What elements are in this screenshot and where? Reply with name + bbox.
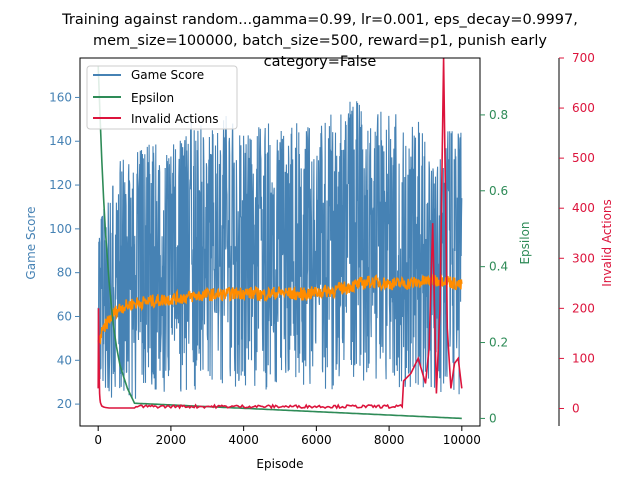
game-score-line (97, 101, 463, 400)
x-tick-label: 2000 (156, 433, 187, 447)
invalid-tick-label: 400 (572, 201, 595, 215)
epsilon-tick-label: 0.2 (489, 336, 508, 350)
epsilon-tick-label: 0.4 (489, 260, 508, 274)
x-tick-label: 4000 (228, 433, 259, 447)
x-tick-label: 0 (94, 433, 102, 447)
axes-frame (79, 57, 560, 427)
title-line-1: Training against random...gamma=0.99, lr… (61, 12, 578, 28)
invalid-tick-label: 500 (572, 151, 595, 165)
legend-box (86, 65, 238, 130)
invalid-tick-label: 200 (572, 301, 595, 315)
x-tick-label: 6000 (301, 433, 332, 447)
invalid-tick-label: 100 (572, 351, 595, 365)
title-line-3: category=False (264, 54, 377, 70)
epsilon-tick-label: 0.6 (489, 184, 508, 198)
invalid-tick-label: 300 (572, 251, 595, 265)
title-line-2: mem_size=100000, batch_size=500, reward=… (93, 33, 547, 49)
invalid-actions-line (97, 58, 463, 410)
left-tick-label: 40 (57, 353, 72, 367)
epsilon-axis-label: Epsilon (518, 221, 532, 264)
left-tick-label: 120 (49, 178, 72, 192)
left-tick-label: 20 (57, 397, 72, 411)
legend: Game Score Epsilon Invalid Actions (86, 65, 238, 130)
legend-label-epsilon: Epsilon (131, 91, 174, 105)
plot-border (79, 57, 481, 427)
axis-ticks: 0 2000 4000 6000 8000 10000204060801001201401… (49, 51, 595, 447)
plot-series (97, 58, 463, 420)
left-tick-label: 100 (49, 222, 72, 236)
invalid-axis-label: Invalid Actions (600, 199, 614, 287)
x-tick-label: 8000 (374, 433, 405, 447)
legend-label-game-score: Game Score (131, 68, 204, 82)
invalid-tick-label: 600 (572, 101, 595, 115)
game-score-average-line (97, 274, 463, 346)
chart-title: Training against random...gamma=0.99, lr… (61, 12, 578, 70)
x-axis-label: Episode (256, 457, 303, 471)
invalid-tick-label: 700 (572, 51, 595, 65)
left-tick-label: 80 (57, 266, 72, 280)
left-tick-label: 160 (49, 90, 72, 104)
epsilon-tick-label: 0 (489, 411, 497, 425)
epsilon-line (97, 65, 462, 420)
invalid-tick-label: 0 (572, 401, 580, 415)
epsilon-tick-label: 0.8 (489, 108, 508, 122)
left-tick-label: 140 (49, 134, 72, 148)
plot-area (97, 58, 463, 420)
left-tick-label: 60 (57, 309, 72, 323)
legend-label-invalid-actions: Invalid Actions (131, 112, 219, 126)
left-axis-label: Game Score (24, 206, 38, 279)
x-tick-label: 10000 (443, 433, 481, 447)
